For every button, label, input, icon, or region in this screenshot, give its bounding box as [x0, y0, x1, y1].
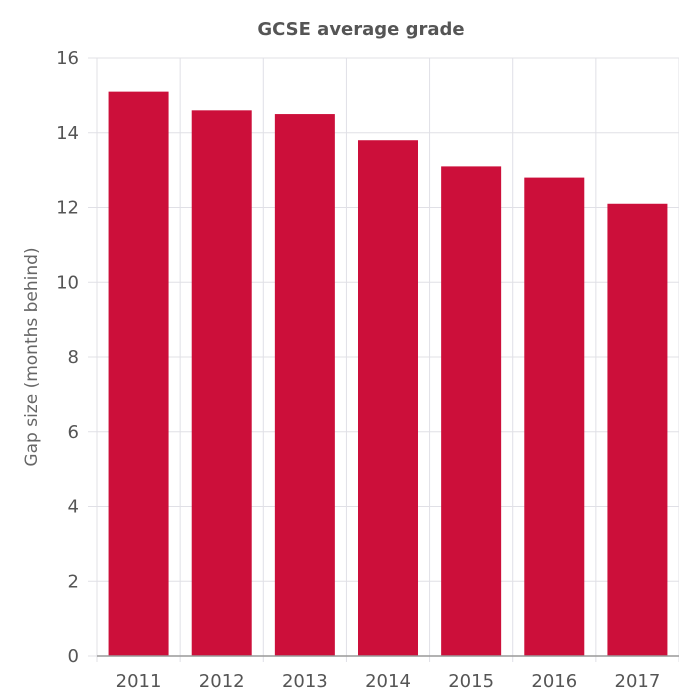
bar-2014: [358, 140, 418, 657]
y-tick-label-14: 14: [56, 123, 79, 144]
bar-2015: [441, 166, 502, 656]
y-tick-label-6: 6: [68, 422, 79, 443]
y-tick-label-2: 2: [68, 571, 79, 592]
bar-2011: [108, 91, 169, 656]
x-tick-label-2011: 2011: [116, 671, 162, 692]
x-tick-label-2014: 2014: [365, 671, 411, 692]
bar-2013: [274, 114, 335, 656]
x-tick-label-2013: 2013: [282, 671, 328, 692]
y-tick-label-0: 0: [68, 646, 79, 667]
x-tick-label-2016: 2016: [531, 671, 577, 692]
y-tick-label-16: 16: [56, 48, 79, 69]
x-tick-label-2012: 2012: [199, 671, 245, 692]
x-tick-label-2015: 2015: [448, 671, 494, 692]
bar-2012: [191, 110, 252, 656]
x-tick-label-2017: 2017: [615, 671, 661, 692]
chart-title: GCSE average grade: [257, 19, 464, 40]
bar-2017: [607, 203, 668, 656]
y-tick-label-4: 4: [68, 497, 79, 518]
y-axis-title: Gap size (months behind): [22, 247, 42, 466]
bar-2016: [524, 177, 585, 656]
y-tick-label-8: 8: [68, 347, 79, 368]
y-tick-label-12: 12: [56, 198, 79, 219]
bars: [108, 91, 668, 657]
y-tick-label-10: 10: [56, 272, 79, 293]
tick-labels: 0 2 4 6 8 10 12 14 16 2011 2012 2013 2014 2015 2016 201…: [56, 48, 660, 692]
axes: [88, 57, 679, 657]
